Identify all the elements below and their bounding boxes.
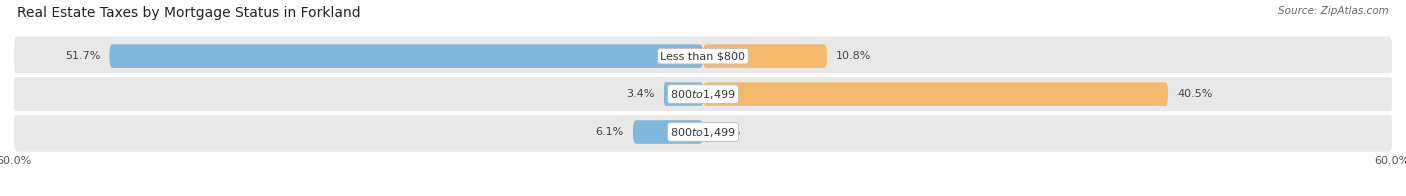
Text: $800 to $1,499: $800 to $1,499 xyxy=(671,125,735,139)
FancyBboxPatch shape xyxy=(703,82,1168,106)
Text: 6.1%: 6.1% xyxy=(596,127,624,137)
FancyBboxPatch shape xyxy=(14,112,1392,152)
Text: 10.8%: 10.8% xyxy=(837,51,872,61)
Text: Less than $800: Less than $800 xyxy=(661,51,745,61)
FancyBboxPatch shape xyxy=(633,120,703,144)
FancyBboxPatch shape xyxy=(664,82,703,106)
Text: 51.7%: 51.7% xyxy=(65,51,100,61)
Text: Source: ZipAtlas.com: Source: ZipAtlas.com xyxy=(1278,6,1389,16)
FancyBboxPatch shape xyxy=(14,74,1392,114)
Text: Real Estate Taxes by Mortgage Status in Forkland: Real Estate Taxes by Mortgage Status in … xyxy=(17,6,360,20)
Text: 3.4%: 3.4% xyxy=(627,89,655,99)
FancyBboxPatch shape xyxy=(703,44,827,68)
Text: 40.5%: 40.5% xyxy=(1177,89,1212,99)
Text: 0.0%: 0.0% xyxy=(713,127,741,137)
Text: $800 to $1,499: $800 to $1,499 xyxy=(671,88,735,101)
FancyBboxPatch shape xyxy=(110,44,703,68)
FancyBboxPatch shape xyxy=(14,36,1392,76)
